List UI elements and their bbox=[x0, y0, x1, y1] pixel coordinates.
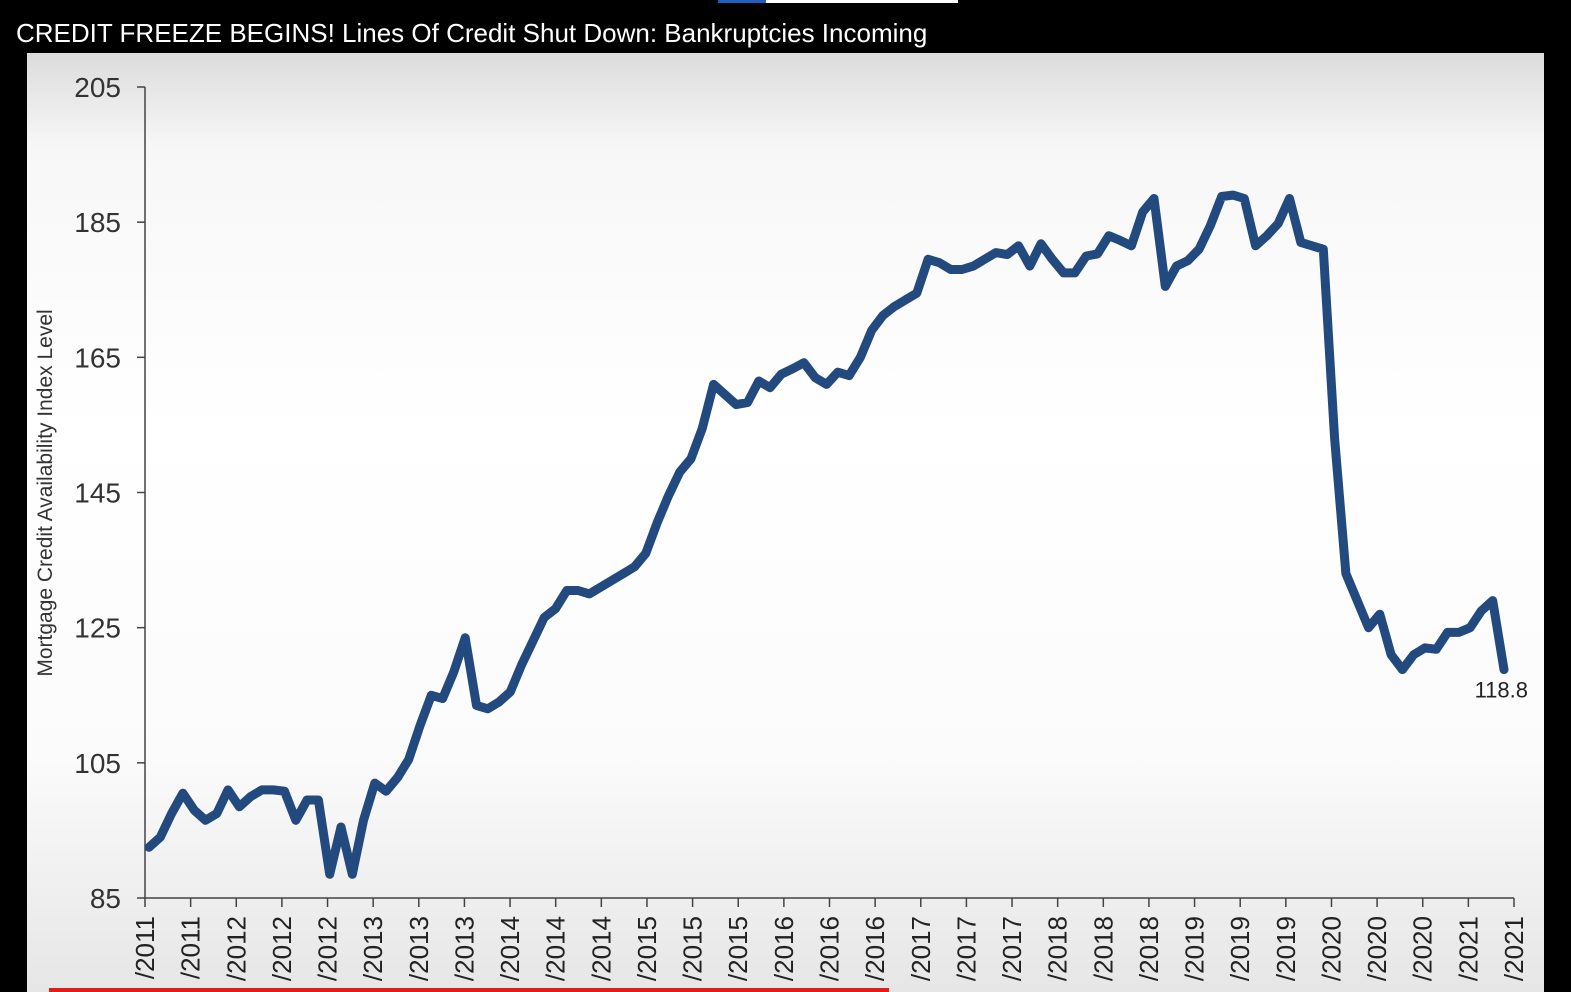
x-tick-label: /2018 bbox=[1043, 916, 1073, 981]
top-accent-bar bbox=[718, 0, 958, 3]
x-tick-label: /2014 bbox=[495, 916, 525, 981]
x-tick-label: /2014 bbox=[586, 916, 616, 981]
x-tick-label: /2019 bbox=[1180, 916, 1210, 981]
last-value-label: 118.8 bbox=[1475, 678, 1528, 703]
x-tick-label: /2016 bbox=[860, 916, 890, 981]
x-tick-label: /2020 bbox=[1362, 916, 1392, 981]
x-tick-label: /2021 bbox=[1499, 916, 1529, 981]
x-tick-label: /2015 bbox=[678, 916, 708, 981]
x-tick-label: /2017 bbox=[997, 916, 1027, 981]
y-tick-label: 145 bbox=[74, 478, 121, 509]
x-tick-label: /2020 bbox=[1316, 916, 1346, 981]
x-tick-label: /2013 bbox=[404, 916, 434, 981]
y-axis-ticks: 85 105 125 145 165 185 205 bbox=[74, 72, 145, 914]
x-tick-label: /2011 bbox=[176, 916, 206, 979]
x-tick-label: /2015 bbox=[632, 916, 662, 981]
x-tick-label: /2014 bbox=[541, 916, 571, 981]
y-tick-label: 165 bbox=[74, 342, 121, 373]
x-tick-label: /2016 bbox=[769, 916, 799, 981]
y-tick-label: 205 bbox=[74, 72, 121, 103]
x-tick-label: /2021 bbox=[1453, 916, 1483, 981]
x-tick-label: /2018 bbox=[1088, 916, 1118, 981]
x-tick-label: /2020 bbox=[1408, 916, 1438, 981]
series-line bbox=[144, 190, 1509, 879]
x-tick-label: /2013 bbox=[449, 916, 479, 981]
x-tick-label: /2018 bbox=[1134, 916, 1164, 981]
chart-slide: 85 105 125 145 165 185 205 /2011/2011/2012/201… bbox=[27, 53, 1544, 992]
x-axis-ticks: /2011/2011/2012/2012/2012/2013/2013/2013… bbox=[130, 898, 1529, 981]
x-tick-label: /2015 bbox=[723, 916, 753, 981]
y-axis-title: Mortgage Credit Availability Index Level bbox=[34, 309, 57, 676]
x-tick-label: /2012 bbox=[313, 916, 343, 981]
y-tick-label: 125 bbox=[74, 613, 121, 644]
y-tick-label: 85 bbox=[90, 883, 121, 914]
video-title: CREDIT FREEZE BEGINS! Lines Of Credit Sh… bbox=[16, 18, 928, 48]
y-tick-label: 105 bbox=[74, 748, 121, 779]
line-chart: 85 105 125 145 165 185 205 /2011/2011/2012/201… bbox=[34, 72, 1529, 981]
y-tick-label: 185 bbox=[74, 207, 121, 238]
x-tick-label: /2017 bbox=[951, 916, 981, 981]
video-progress-bar[interactable] bbox=[49, 988, 889, 992]
x-tick-label: /2019 bbox=[1271, 916, 1301, 981]
x-tick-label: /2011 bbox=[130, 916, 160, 979]
x-tick-label: /2019 bbox=[1225, 916, 1255, 981]
x-tick-label: /2016 bbox=[815, 916, 845, 981]
x-tick-label: /2013 bbox=[358, 916, 388, 981]
x-tick-label: /2012 bbox=[221, 916, 251, 981]
x-tick-label: /2017 bbox=[906, 916, 936, 981]
x-tick-label: /2012 bbox=[267, 916, 297, 981]
top-accent-indicator bbox=[718, 0, 766, 3]
